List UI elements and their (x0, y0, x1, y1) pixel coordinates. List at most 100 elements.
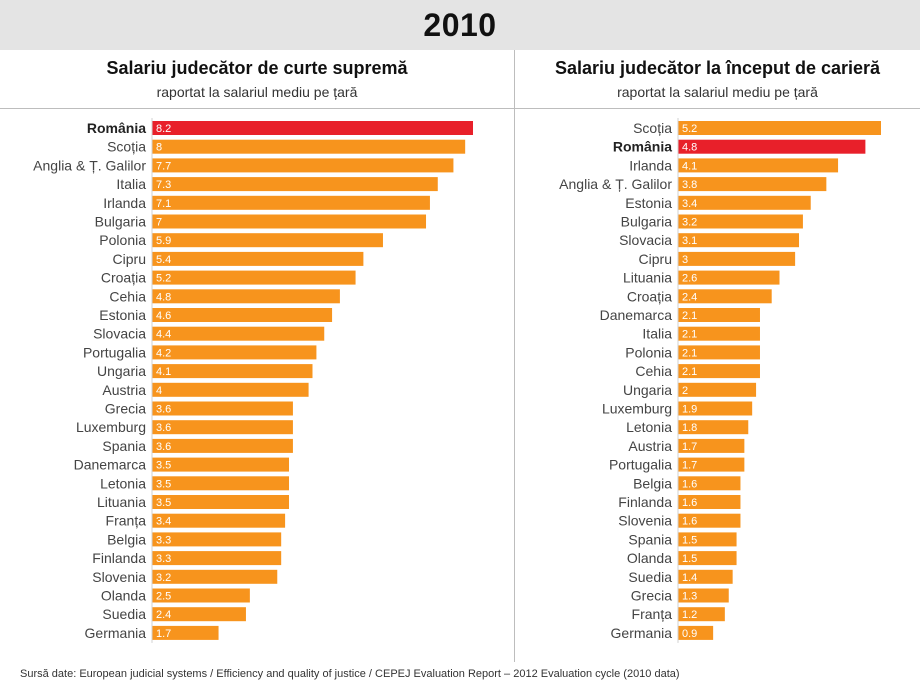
right-bar-value-label: 1.6 (682, 478, 697, 490)
left-bar (152, 270, 356, 285)
right-category-label: Slovacia (619, 232, 672, 248)
right-bar (678, 438, 745, 453)
left-bar (152, 251, 364, 266)
right-bar-value-label: 1.5 (682, 534, 697, 546)
right-bar (678, 457, 745, 472)
left-category-label: Finlanda (92, 550, 146, 566)
left-bar-value-label: 3.4 (156, 516, 171, 528)
left-category-label: Slovacia (93, 326, 146, 342)
right-category-label: Letonia (626, 419, 672, 435)
left-category-label: România (87, 120, 146, 136)
right-category-label: Cipru (639, 251, 672, 267)
right-bar-value-label: 2.4 (682, 291, 697, 303)
right-bar (678, 588, 729, 603)
left-bar (152, 289, 340, 304)
left-bar-value-label: 3.6 (156, 404, 171, 416)
left-category-label: Lituania (97, 494, 146, 510)
left-bar (152, 607, 246, 622)
right-bar (678, 289, 772, 304)
left-category-label: Estonia (99, 307, 146, 323)
left-bar-value-label: 3.3 (156, 553, 171, 565)
left-bar-value-label: 5.2 (156, 273, 171, 285)
right-bar-value-label: 1.7 (682, 441, 697, 453)
left-bar (152, 233, 383, 248)
right-bar-value-label: 2.1 (682, 329, 697, 341)
left-bar-value-label: 4.6 (156, 310, 171, 322)
right-category-label: Finlanda (618, 494, 672, 510)
left-category-label: Cehia (109, 288, 146, 304)
left-bar (152, 625, 219, 640)
right-category-label: Slovenia (618, 513, 672, 529)
left-category-label: Olanda (101, 588, 146, 604)
right-category-label: Lituania (623, 270, 672, 286)
right-bar (678, 177, 827, 192)
left-bar-value-label: 2.4 (156, 609, 171, 621)
left-chart-title: Salariu judecător de curte supremă (106, 58, 408, 78)
right-bar (678, 420, 749, 435)
left-bar (152, 495, 290, 509)
right-bar-value-label: 1.5 (682, 553, 697, 565)
left-bar-value-label: 3.6 (156, 441, 171, 453)
left-category-label: Letonia (100, 475, 146, 491)
right-category-label: Bulgaria (621, 214, 673, 230)
source-note: Sursă date: European judicial systems / … (20, 668, 680, 680)
left-category-label: Polonia (99, 232, 146, 248)
right-bar-value-label: 4.1 (682, 160, 697, 172)
left-bar (152, 177, 438, 192)
left-bar-value-label: 8 (156, 142, 162, 154)
right-bar (678, 382, 757, 397)
right-bar-value-label: 1.2 (682, 609, 697, 621)
right-bar-value-label: 5.2 (682, 123, 697, 135)
right-bar-value-label: 3.1 (682, 235, 697, 247)
right-category-label: Italia (642, 326, 672, 342)
left-category-label: Anglia & Ț. Galilor (33, 157, 146, 173)
left-bar (152, 195, 430, 210)
left-bar (152, 121, 473, 135)
left-category-label: Portugalia (83, 344, 146, 360)
left-bar (152, 532, 282, 547)
right-category-label: Luxemburg (602, 401, 672, 417)
right-bar-value-label: 2.1 (682, 310, 697, 322)
left-category-label: Germania (85, 625, 147, 641)
left-bar (152, 457, 290, 472)
left-bar-value-label: 3.3 (156, 534, 171, 546)
right-chart-title: Salariu judecător la început de carieră (554, 58, 881, 78)
left-header-rule (0, 108, 514, 109)
left-bar (152, 364, 313, 379)
left-bar (152, 382, 309, 397)
left-category-label: Austria (102, 382, 146, 398)
right-chart-subtitle: raportat la salariul mediu pe țară (617, 84, 818, 100)
panel-divider (514, 50, 515, 662)
right-category-label: România (613, 139, 672, 155)
left-bar-value-label: 7 (156, 217, 162, 229)
left-chart-subtitle: raportat la salariul mediu pe țară (156, 84, 358, 100)
left-bar-value-label: 3.5 (156, 478, 171, 490)
left-bar (152, 308, 333, 322)
right-bar-value-label: 1.3 (682, 591, 697, 603)
right-bar-value-label: 1.9 (682, 404, 697, 416)
right-header-rule (515, 108, 920, 109)
right-bar (678, 551, 737, 566)
right-bar (678, 364, 760, 379)
year-header: 2010 (0, 0, 920, 50)
right-category-label: Danemarca (600, 307, 673, 323)
left-bar (152, 476, 290, 491)
left-bar-value-label: 7.1 (156, 198, 171, 210)
right-bar-value-label: 1.6 (682, 516, 697, 528)
right-bar-value-label: 2.1 (682, 366, 697, 378)
right-bar (678, 270, 780, 285)
right-category-label: Anglia & Ț. Galilor (559, 176, 672, 192)
right-bar-value-label: 0.9 (682, 628, 697, 640)
right-category-label: Ungaria (623, 382, 672, 398)
right-bar (678, 121, 881, 135)
right-category-label: Estonia (625, 195, 672, 211)
right-bar-value-label: 3.4 (682, 198, 697, 210)
right-category-label: Austria (628, 438, 672, 454)
right-bar-value-label: 4.8 (682, 142, 697, 154)
right-bar (678, 233, 800, 248)
right-category-label: Portugalia (609, 457, 672, 473)
left-bar (152, 401, 293, 416)
left-category-label: Cipru (113, 251, 146, 267)
left-category-label: Franța (106, 513, 147, 529)
